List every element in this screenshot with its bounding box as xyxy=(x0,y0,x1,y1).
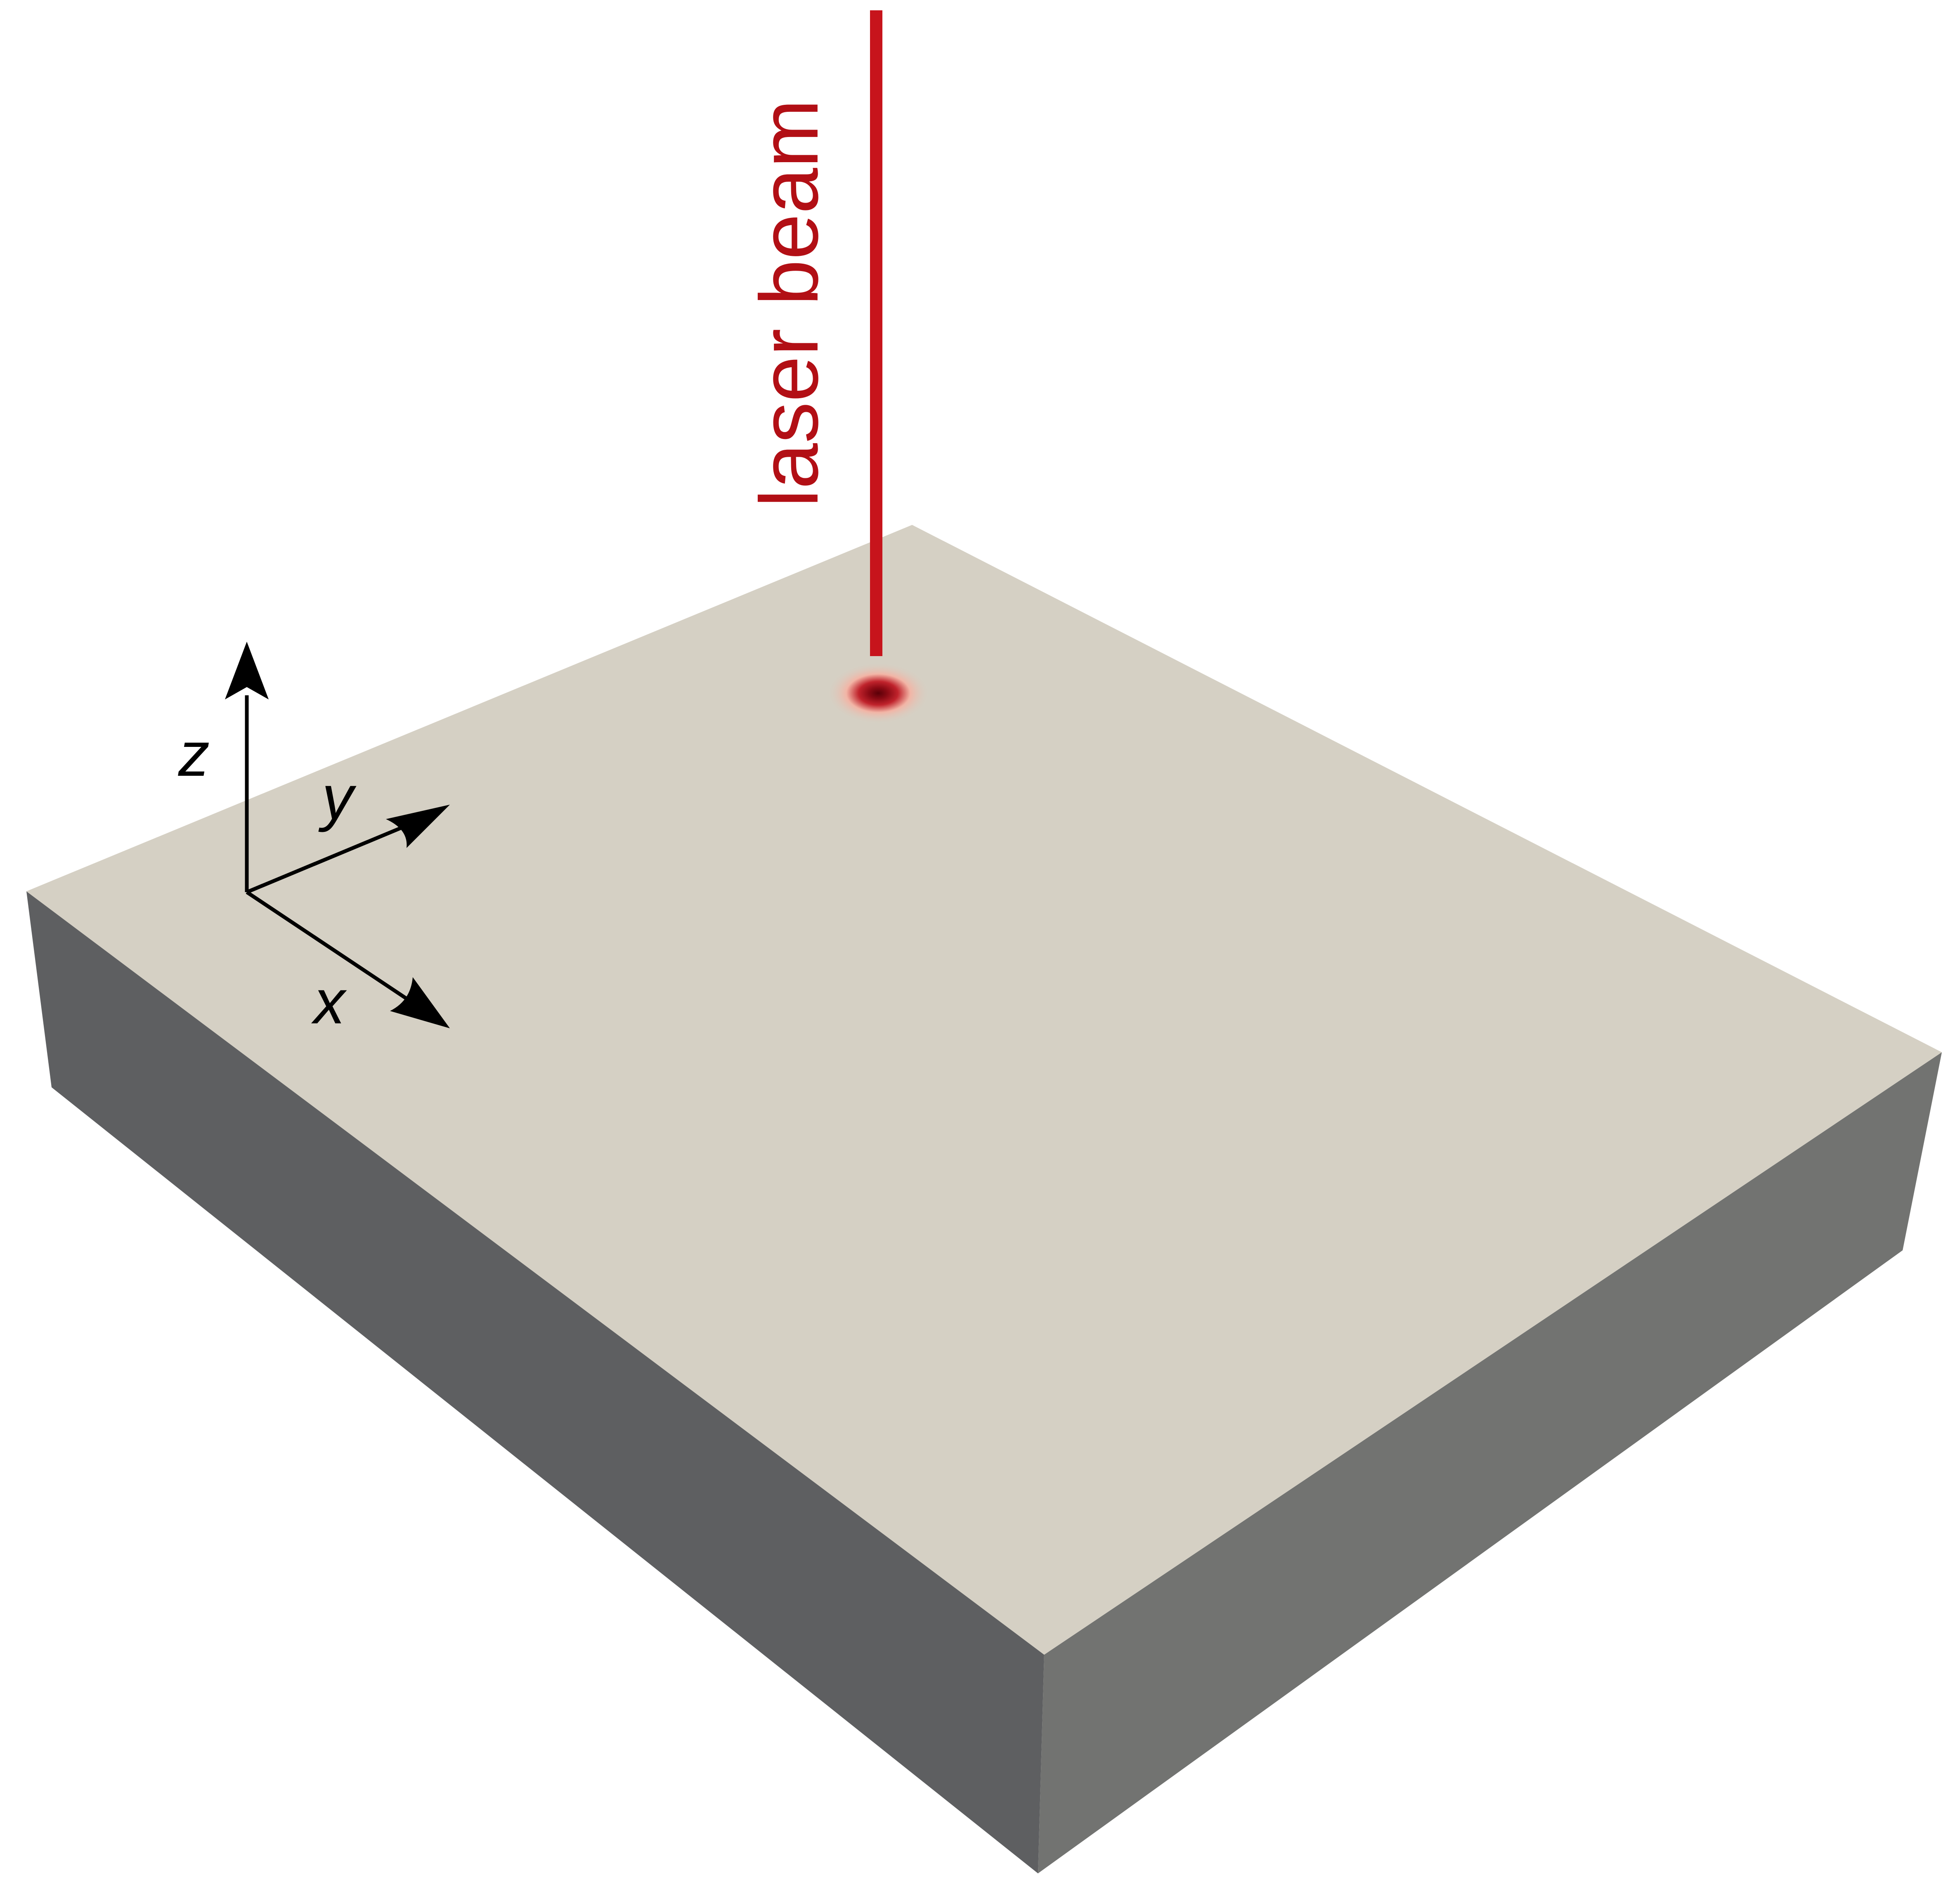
axis-label-x: x xyxy=(311,967,347,1037)
x-arrowhead-icon xyxy=(390,977,450,1028)
y-axis-line xyxy=(246,825,403,894)
axis-label-y: y xyxy=(318,763,357,833)
x-axis-line xyxy=(246,890,408,1000)
laser-hot-spot xyxy=(827,662,930,724)
laser-beam-line xyxy=(870,10,882,656)
slab-top-face xyxy=(26,525,1942,1655)
axis-label-z: z xyxy=(178,719,210,789)
coordinate-axes: z y x xyxy=(178,642,450,1037)
slab-left-face xyxy=(26,891,1044,1873)
laser-beam-label: laser beam xyxy=(743,99,835,507)
y-arrowhead-icon xyxy=(386,805,450,848)
metal-slab xyxy=(26,525,1942,1873)
z-arrowhead-icon xyxy=(225,642,269,699)
slab-right-face xyxy=(1038,1052,1942,1873)
